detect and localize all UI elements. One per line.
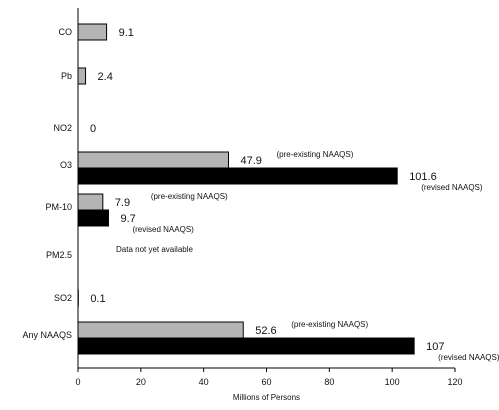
no-data-message: Data not yet available xyxy=(116,245,193,254)
bar-note: (pre-existing NAAQS) xyxy=(291,320,368,329)
category-label: CO xyxy=(59,27,73,37)
bar-notes: (pre-existing NAAQS) (revised NAAQS) (pre-… xyxy=(116,150,499,362)
x-axis-label: Millions of Persons xyxy=(233,393,300,402)
x-tick-label: 120 xyxy=(447,377,462,387)
bar-note: (revised NAAQS) xyxy=(421,183,483,192)
bar-pre-existing xyxy=(77,321,244,339)
value-label: 101.6 xyxy=(409,171,437,183)
value-label: 107 xyxy=(426,341,444,353)
bar-pre-existing xyxy=(77,151,229,169)
x-tick-label: 80 xyxy=(324,377,334,387)
value-label: 52.6 xyxy=(255,325,276,337)
value-label: 0 xyxy=(90,123,96,135)
bar-revised xyxy=(77,209,109,227)
x-tick-label: 100 xyxy=(385,377,400,387)
x-tick-label: 40 xyxy=(199,377,209,387)
category-label: SO2 xyxy=(54,293,72,303)
value-label: 7.9 xyxy=(115,197,130,209)
x-tick-label: 60 xyxy=(261,377,271,387)
category-label: Pb xyxy=(61,71,72,81)
category-label: PM2.5 xyxy=(46,250,72,260)
value-label: 2.4 xyxy=(98,71,113,83)
axes xyxy=(77,8,455,369)
category-label: NO2 xyxy=(53,123,72,133)
bar-note: (pre-existing NAAQS) xyxy=(276,150,353,159)
value-label: 9.1 xyxy=(119,27,134,39)
x-tick-label: 20 xyxy=(136,377,146,387)
bar-pre-existing xyxy=(77,23,108,41)
bars xyxy=(77,23,415,355)
category-label: Any NAAQS xyxy=(22,330,72,340)
bar-pre-existing xyxy=(77,67,87,85)
x-ticks: 0 20 40 60 80 100 120 xyxy=(75,368,463,387)
value-label: 47.9 xyxy=(240,155,261,167)
value-label: 0.1 xyxy=(90,293,105,305)
value-labels: 9.1 2.4 0 47.9 101.6 7.9 9.7 0.1 52.6 107 xyxy=(90,27,445,353)
bar-revised xyxy=(77,337,415,355)
value-label: 9.7 xyxy=(120,213,135,225)
bar-revised xyxy=(77,167,398,185)
bar-note: (revised NAAQS) xyxy=(438,353,499,362)
bar-note: (revised NAAQS) xyxy=(132,225,194,234)
category-label: O3 xyxy=(60,160,72,170)
x-tick-label: 0 xyxy=(75,377,80,387)
category-labels: CO Pb NO2 O3 PM-10 PM2.5 SO2 Any NAAQS xyxy=(22,27,72,340)
bar-note: (pre-existing NAAQS) xyxy=(151,192,228,201)
bar-pre-existing xyxy=(77,193,104,211)
category-label: PM-10 xyxy=(45,202,72,212)
